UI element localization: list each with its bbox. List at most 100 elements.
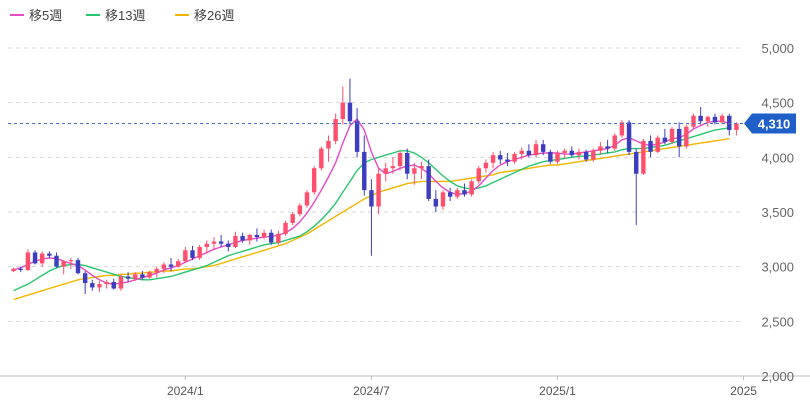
y-tick-label-3: 3,500 — [761, 205, 794, 220]
candle-body-37 — [276, 233, 281, 243]
candle-body-88 — [641, 140, 646, 174]
current-price-tag — [744, 113, 796, 134]
candle-body-32 — [240, 236, 245, 241]
x-tick-label-3: 2025 — [730, 384, 757, 398]
candle-body-13 — [104, 281, 109, 285]
candle-body-90 — [655, 137, 660, 152]
candle-body-17 — [133, 274, 138, 279]
candle-body-30 — [226, 243, 231, 247]
candle-body-19 — [147, 272, 152, 278]
candle-body-84 — [612, 135, 617, 149]
candle-body-9 — [75, 260, 81, 274]
candle-body-79 — [576, 151, 582, 156]
candle-body-14 — [111, 281, 116, 289]
legend-label-1: 移13週 — [105, 8, 145, 23]
candle-body-53 — [390, 166, 396, 169]
candle-body-24 — [183, 250, 188, 262]
candle-body-80 — [583, 151, 589, 160]
candle-body-7 — [61, 261, 66, 267]
candle-body-35 — [261, 232, 267, 238]
candle-body-99 — [719, 115, 725, 123]
candle-body-63 — [462, 190, 467, 195]
candle-body-55 — [404, 152, 410, 174]
candle-body-58 — [426, 166, 431, 199]
candle-body-73 — [533, 144, 539, 156]
candle-body-82 — [598, 146, 603, 151]
candlesticks — [11, 78, 739, 294]
candle-body-75 — [548, 151, 553, 162]
candle-body-81 — [591, 150, 596, 160]
candle-body-51 — [376, 173, 381, 207]
candle-body-64 — [469, 181, 474, 195]
y-tick-label-0: 2,000 — [761, 369, 794, 384]
candle-body-76 — [555, 152, 560, 162]
candle-body-8 — [68, 260, 74, 262]
candle-body-42 — [311, 168, 317, 193]
candle-body-89 — [648, 140, 653, 152]
candle-body-11 — [90, 283, 95, 288]
candle-body-52 — [383, 168, 388, 174]
y-tick-label-4: 4,000 — [761, 150, 794, 165]
candle-body-86 — [626, 122, 632, 152]
candle-body-29 — [218, 241, 224, 244]
candle-body-0 — [11, 268, 16, 272]
candle-body-25 — [190, 250, 195, 258]
candle-body-83 — [605, 146, 610, 149]
candle-body-54 — [397, 152, 403, 167]
candle-body-4 — [39, 253, 45, 264]
candle-body-92 — [669, 128, 675, 143]
candle-body-40 — [297, 205, 303, 215]
candle-body-15 — [118, 276, 124, 289]
candle-body-72 — [526, 150, 532, 156]
y-tick-label-1: 2,500 — [761, 314, 794, 329]
candle-body-20 — [154, 268, 159, 273]
candle-body-69 — [505, 159, 510, 162]
series-ma5 — [13, 118, 730, 285]
candle-body-34 — [254, 234, 260, 238]
candle-body-93 — [676, 128, 682, 147]
candle-body-65 — [476, 168, 481, 182]
candle-body-50 — [369, 190, 374, 207]
candle-body-91 — [662, 137, 668, 143]
candle-body-100 — [727, 115, 732, 130]
candle-body-5 — [47, 253, 52, 256]
x-tick-label-0: 2024/1 — [167, 384, 204, 398]
candle-body-39 — [290, 214, 295, 223]
x-axis: 2024/1 2024/7 2025/1 2025 — [167, 376, 757, 398]
candle-body-26 — [197, 246, 202, 258]
x-tick-label-1: 2024/7 — [353, 384, 390, 398]
candle-body-60 — [440, 192, 446, 207]
y-tick-label-2: 3,000 — [761, 260, 794, 275]
candle-body-41 — [304, 192, 310, 206]
candle-body-70 — [512, 154, 517, 162]
candle-body-67 — [490, 155, 496, 163]
candle-body-101 — [734, 123, 739, 130]
candle-body-57 — [419, 166, 424, 169]
candle-body-66 — [483, 162, 489, 169]
legend-label-0: 移5週 — [29, 8, 62, 23]
y-axis: 2,000 2,500 3,000 3,500 4,000 4,500 5,000 — [761, 41, 794, 384]
candle-body-85 — [619, 122, 625, 136]
candle-body-1 — [18, 268, 23, 270]
candle-body-74 — [540, 144, 546, 152]
y-tick-label-6: 5,000 — [761, 41, 794, 56]
candle-body-23 — [175, 261, 181, 267]
candle-body-16 — [125, 276, 131, 279]
candle-body-12 — [97, 284, 102, 288]
candle-body-96 — [698, 115, 703, 122]
candle-body-77 — [562, 150, 567, 153]
candle-body-49 — [362, 151, 367, 191]
candle-body-10 — [82, 273, 88, 284]
candle-body-33 — [247, 234, 252, 241]
candle-body-3 — [32, 252, 38, 264]
candle-body-56 — [412, 168, 417, 174]
candle-body-62 — [455, 190, 460, 197]
current-price-label: 4,310 — [758, 116, 791, 131]
candle-body-46 — [340, 102, 346, 120]
candle-body-38 — [283, 222, 288, 234]
candle-body-31 — [233, 236, 238, 247]
grid-lines — [0, 47, 810, 377]
candle-body-47 — [347, 102, 353, 122]
legend-label-2: 移26週 — [194, 8, 234, 23]
